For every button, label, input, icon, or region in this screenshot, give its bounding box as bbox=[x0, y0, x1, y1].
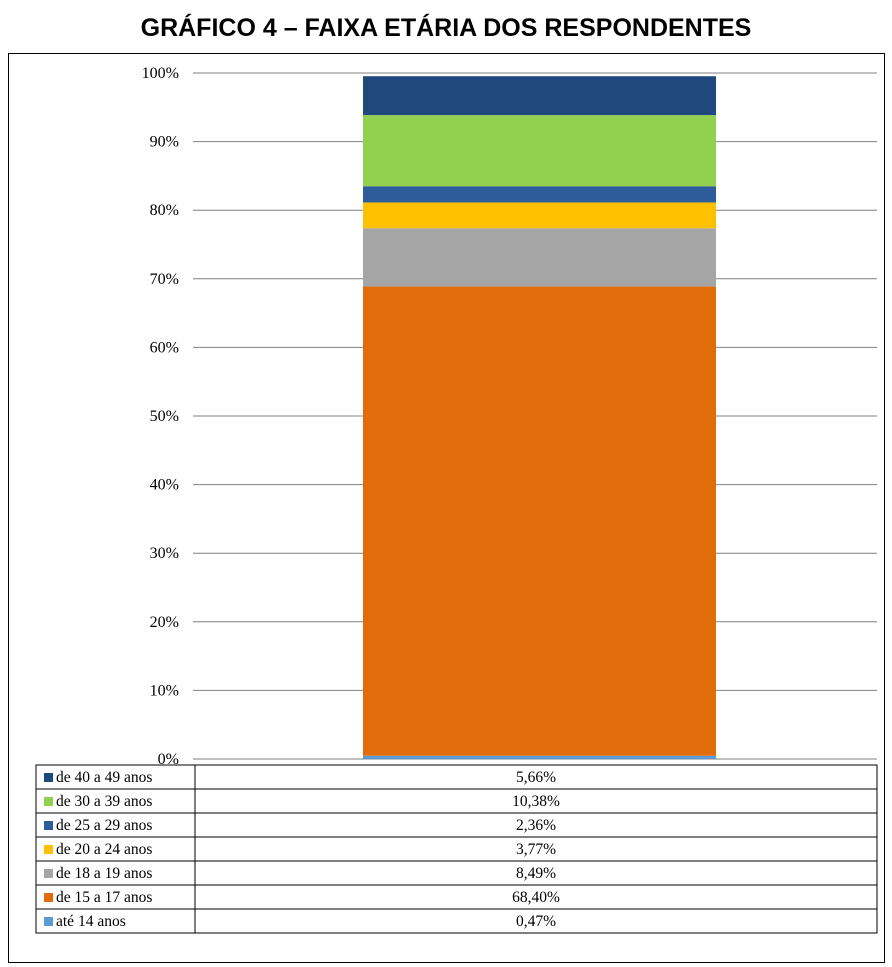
y-tick-label: 10% bbox=[150, 682, 179, 699]
legend-label: de 20 a 24 anos bbox=[56, 841, 152, 858]
y-tick-label: 30% bbox=[150, 545, 179, 562]
legend-swatch bbox=[44, 773, 53, 782]
legend-label: de 15 a 17 anos bbox=[56, 889, 152, 906]
bar-segment bbox=[363, 228, 716, 287]
y-tick-label: 90% bbox=[150, 134, 179, 151]
bar-segment bbox=[363, 286, 716, 756]
data-label: 10,38% bbox=[512, 793, 560, 810]
data-label: 68,40% bbox=[512, 889, 560, 906]
legend-label: de 25 a 29 anos bbox=[56, 817, 152, 834]
legend-swatch bbox=[44, 821, 53, 830]
y-tick-label: 50% bbox=[150, 408, 179, 425]
y-tick-label: 100% bbox=[142, 65, 179, 82]
data-table-border bbox=[35, 764, 878, 934]
data-label: 2,36% bbox=[516, 817, 556, 834]
data-label: 5,66% bbox=[516, 769, 556, 786]
legend-swatch bbox=[44, 845, 53, 854]
data-label: 8,49% bbox=[516, 865, 556, 882]
chart-frame bbox=[8, 53, 885, 963]
bar-segment bbox=[363, 76, 716, 116]
y-tick-label: 0% bbox=[158, 751, 179, 768]
y-tick-label: 70% bbox=[150, 271, 179, 288]
data-label: 3,77% bbox=[516, 841, 556, 858]
legend-label: de 18 a 19 anos bbox=[56, 865, 152, 882]
legend-swatch bbox=[44, 917, 53, 926]
bar-segment bbox=[363, 186, 716, 203]
y-tick-label: 80% bbox=[150, 202, 179, 219]
legend-label: de 30 a 39 anos bbox=[56, 793, 152, 810]
y-tick-label: 20% bbox=[150, 614, 179, 631]
y-tick-label: 40% bbox=[150, 477, 179, 494]
legend-label: de 40 a 49 anos bbox=[56, 769, 152, 786]
chart-title: GRÁFICO 4 – FAIXA ETÁRIA DOS RESPONDENTE… bbox=[140, 14, 752, 42]
bar-segment bbox=[363, 202, 716, 229]
bar-segment bbox=[363, 755, 716, 759]
legend-swatch bbox=[44, 893, 53, 902]
y-tick-label: 60% bbox=[150, 339, 179, 356]
legend-label: até 14 anos bbox=[56, 913, 126, 930]
bar-segment bbox=[363, 115, 716, 187]
legend-swatch bbox=[44, 797, 53, 806]
legend-swatch bbox=[44, 869, 53, 878]
data-label: 0,47% bbox=[516, 913, 556, 930]
